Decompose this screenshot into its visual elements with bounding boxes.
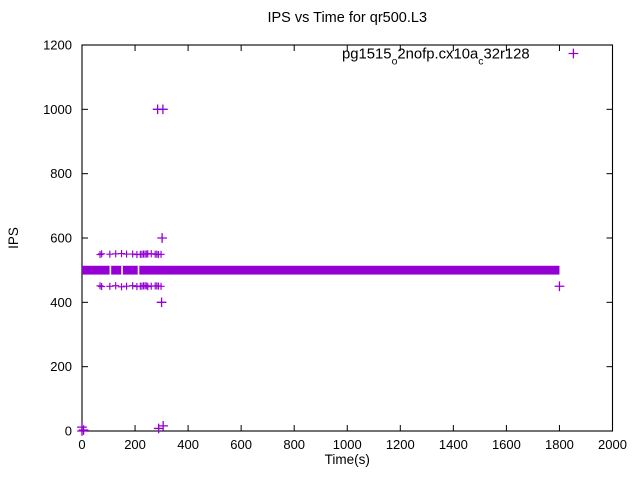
svg-text:600: 600 [50,231,72,246]
svg-text:1600: 1600 [492,437,521,452]
svg-text:800: 800 [50,166,72,181]
svg-text:IPS: IPS [6,227,21,249]
svg-text:400: 400 [177,437,199,452]
svg-text:400: 400 [50,295,72,310]
svg-text:1200: 1200 [43,38,72,53]
svg-text:800: 800 [283,437,305,452]
svg-text:0: 0 [78,437,85,452]
svg-text:1800: 1800 [545,437,574,452]
svg-text:1000: 1000 [43,102,72,117]
svg-text:200: 200 [124,437,146,452]
svg-text:pg1515o2nofp.cx10ac32r128: pg1515o2nofp.cx10ac32r128 [342,47,530,68]
svg-text:2000: 2000 [598,437,627,452]
svg-text:1200: 1200 [386,437,415,452]
svg-text:0: 0 [65,424,72,439]
svg-text:600: 600 [230,437,252,452]
svg-text:200: 200 [50,359,72,374]
svg-text:Time(s): Time(s) [325,452,370,467]
svg-text:1400: 1400 [439,437,468,452]
svg-text:1000: 1000 [333,437,362,452]
svg-text:IPS vs Time for qr500.L3: IPS vs Time for qr500.L3 [267,10,427,26]
